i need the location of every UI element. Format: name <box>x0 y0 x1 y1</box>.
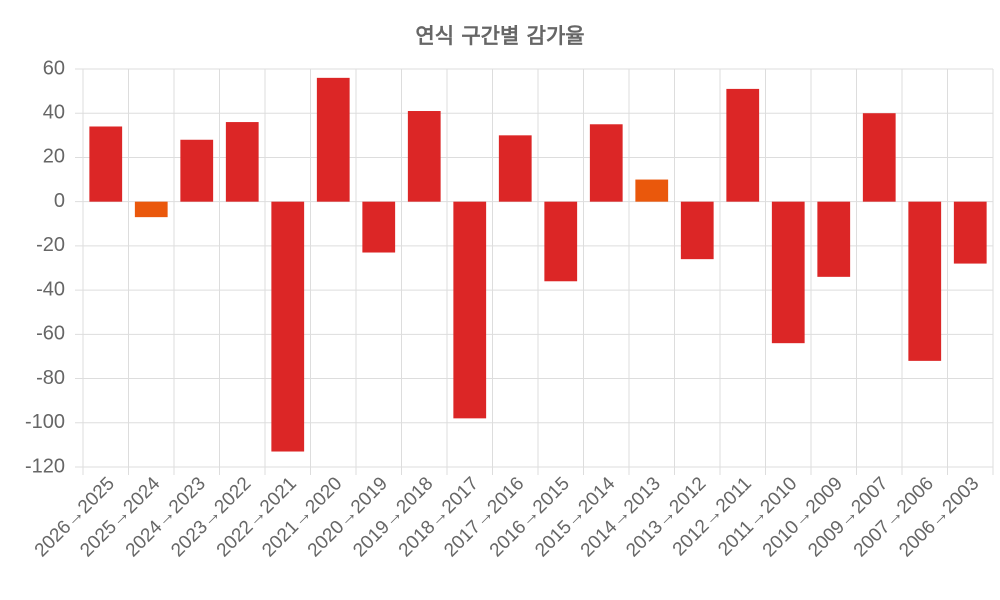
chart-title: 연식 구간별 감가율 <box>415 24 584 48</box>
bar <box>908 201 942 361</box>
y-tick-label: -80 <box>36 367 65 389</box>
bar <box>953 201 987 264</box>
bar <box>498 135 532 202</box>
bar <box>680 201 714 260</box>
bar <box>544 201 578 282</box>
bar <box>362 201 396 253</box>
bar <box>453 201 487 419</box>
y-tick-label: -120 <box>25 455 65 477</box>
y-tick-label: -60 <box>36 323 65 345</box>
y-tick-label: 0 <box>54 190 65 212</box>
bar <box>407 111 441 202</box>
bar <box>635 179 669 202</box>
bar <box>817 201 851 277</box>
bar <box>862 113 896 202</box>
y-tick-label: 40 <box>43 102 65 124</box>
bar <box>89 126 123 202</box>
bar <box>225 122 259 202</box>
bar <box>180 139 214 202</box>
bar <box>271 201 305 452</box>
y-tick-label: 20 <box>43 146 65 168</box>
y-tick-label: -40 <box>36 278 65 300</box>
bar <box>771 201 805 344</box>
bar <box>316 77 350 202</box>
bar <box>726 88 760 202</box>
y-tick-label: -100 <box>25 411 65 433</box>
bar <box>589 124 623 202</box>
y-tick-label: -20 <box>36 234 65 256</box>
y-tick-label: 60 <box>43 57 65 79</box>
bar <box>134 201 168 218</box>
